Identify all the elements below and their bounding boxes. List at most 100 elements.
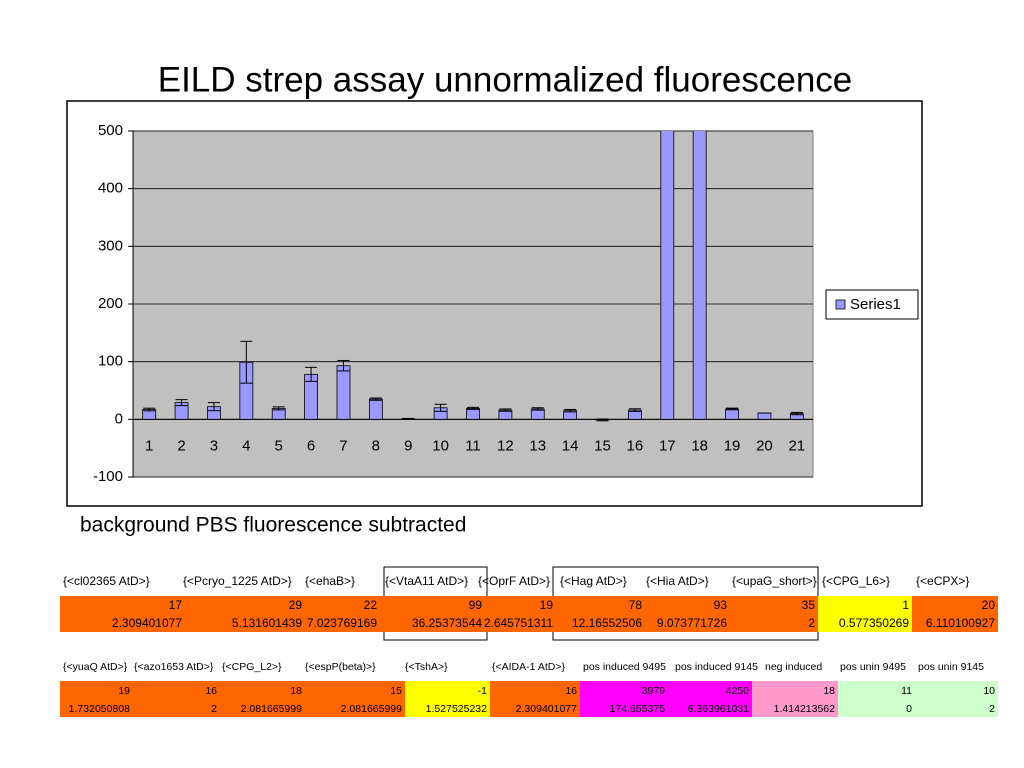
x-tick-label: 9 [404,437,412,454]
table-value: 3979 [642,685,666,697]
table-cell [60,699,133,717]
table-value: 18 [823,685,835,697]
table-cell [730,596,818,614]
y-tick-label: -100 [93,468,123,485]
chart-title: EILD strep assay unnormalized fluorescen… [158,60,853,99]
table-cell [645,614,730,632]
table-value: 78 [629,598,643,612]
table-cell [60,614,185,632]
error-bar [272,406,285,411]
table-value: 2 [808,616,815,630]
table-cell [838,681,915,699]
table-cell [185,614,305,632]
x-tick-label: 14 [562,437,579,454]
table-value: 10 [983,685,995,697]
table-cell [912,596,998,614]
x-tick-label: 18 [691,437,708,454]
x-tick-label: 16 [627,437,644,454]
table-value: 1.732050808 [69,703,130,715]
table-cell [818,614,912,632]
table-value: 6.363961031 [688,703,749,715]
error-bar [726,407,739,411]
x-tick-label: 6 [307,437,315,454]
table-cell [185,596,305,614]
table-value: 16 [565,685,577,697]
error-bar [175,399,188,407]
x-tick-label: 1 [145,437,153,454]
y-tick-label: 200 [98,295,123,312]
table-cell [818,596,912,614]
table-value: 19 [118,685,130,697]
y-tick-label: 300 [98,237,123,254]
table-value: 2.081665999 [341,703,402,715]
table-cell [380,614,485,632]
error-bar [143,407,156,412]
table-cell [912,614,998,632]
table-cell [915,699,998,717]
table-header: {<espP(beta)>} [305,661,376,673]
table-cell [580,699,668,717]
table-cell [752,681,838,699]
x-tick-label: 10 [432,437,449,454]
x-tick-label: 15 [594,437,611,454]
table-cell [556,614,645,632]
table-header: {<eCPX>} [916,574,969,588]
table-header: {<Pcryo_1225 AtD>} [183,574,292,588]
table-cell [580,681,668,699]
table-value: 5.131601439 [232,616,302,630]
legend-label: Series1 [850,296,901,313]
table-header: {<Hia AtD>} [646,574,709,588]
error-bar [207,402,220,412]
table-header: {<VtaA11 AtD>} [385,574,468,588]
table-value: 0.577350269 [839,616,909,630]
table-cell [133,681,220,699]
table-cell [490,699,580,717]
table-header: {<TshA>} [405,661,448,673]
table-value: 29 [289,598,303,612]
error-bar [499,408,512,412]
table-cell [60,681,133,699]
table-cell [730,614,818,632]
table-header: {<CPG_L6>} [822,574,890,588]
table-cell [752,699,838,717]
x-tick-label: 13 [529,437,546,454]
table-cell [485,614,556,632]
x-tick-label: 11 [465,437,481,454]
x-tick-label: 21 [788,437,805,454]
table-cell [405,681,490,699]
table-cell [60,596,185,614]
table-value: 2.645751311 [484,616,554,630]
error-bar [596,418,609,422]
table-cell [305,699,405,717]
table-cell [668,699,752,717]
table-value: 36.25373544 [412,616,482,630]
table-header: {<Hag AtD>} [560,574,627,588]
error-bar [369,397,382,401]
x-tick-label: 5 [275,437,283,454]
error-bar [564,408,577,413]
table-header: {<cl02365 AtD>} [63,574,150,588]
bar [660,131,675,420]
table-value: 99 [469,598,483,612]
legend-swatch [835,299,846,310]
y-tick-label: 500 [98,122,123,139]
x-tick-label: 17 [659,437,676,454]
table-value: 16 [205,685,217,697]
error-bar [531,407,544,411]
x-tick-label: 12 [497,437,514,454]
table-header: {<AIDA-1 AtD>} [492,661,565,673]
error-bar [790,411,803,416]
table-cell [305,614,380,632]
table-value: 174.655375 [610,703,666,715]
table-cell [668,681,752,699]
table-value: 0 [906,703,912,715]
table-value: 9.073771726 [657,616,727,630]
table-value: 35 [802,598,816,612]
error-bar [305,366,318,382]
table-cell [305,596,380,614]
bar [757,412,772,420]
table-value: -1 [478,685,487,697]
table-header: pos unin 9145 [918,661,984,673]
subtitle: background PBS fluorescence subtracted [80,514,466,537]
table-value: 22 [364,598,378,612]
